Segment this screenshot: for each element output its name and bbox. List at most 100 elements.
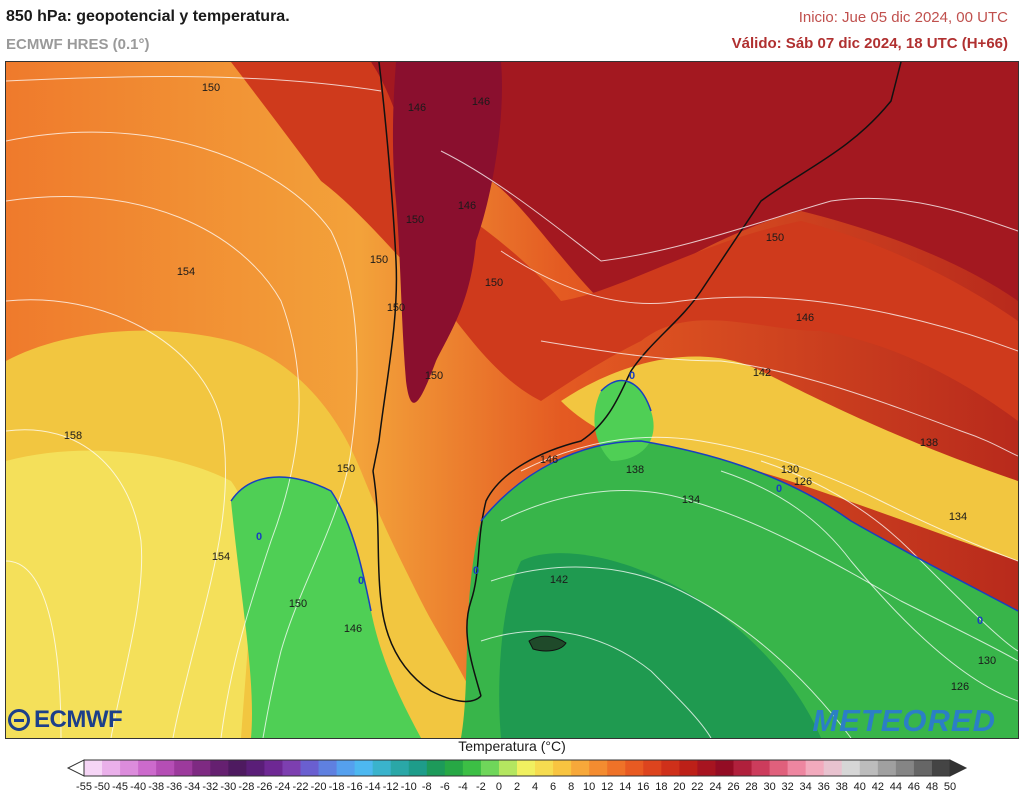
contour-label: 158 <box>64 430 82 442</box>
legend-tick-label: 40 <box>853 781 866 793</box>
legend-tick-label: 44 <box>889 781 902 793</box>
contour-label: 130 <box>978 655 996 667</box>
legend-swatch <box>354 760 374 776</box>
model-label: ECMWF HRES (0.1°) <box>6 36 150 53</box>
legend-tick-label: -34 <box>184 781 201 793</box>
zero-isotherm-label: 0 <box>358 575 364 587</box>
legend-swatch <box>282 760 301 776</box>
legend-tick-label: 16 <box>637 781 650 793</box>
legend-tick-label: -14 <box>364 781 381 793</box>
contour-label: 150 <box>406 214 424 226</box>
legend-tick-label: 6 <box>550 781 557 793</box>
legend-low-arrow <box>66 759 85 777</box>
legend-swatch <box>607 760 626 776</box>
legend-swatch <box>805 760 825 776</box>
legend-tick-label: 28 <box>745 781 758 793</box>
legend-tick-label: -6 <box>439 781 450 793</box>
legend-ticks: -55 -50 -45 -40 -38 -36 -34 -32 -30 -28 -26 -24 -22-… <box>0 781 1024 797</box>
contour-label: 146 <box>458 200 476 212</box>
legend-swatch <box>679 760 698 776</box>
falkland-islands <box>528 635 567 652</box>
legend-tick-label: 50 <box>943 781 957 793</box>
legend-swatch <box>390 760 410 776</box>
map-title: 850 hPa: geopotencial y temperatura. <box>6 8 290 25</box>
legend-swatch <box>480 760 500 776</box>
legend-tick-label: -45 <box>112 781 129 793</box>
legend-swatch <box>264 760 283 776</box>
map-canvas: 150 146 146 154 150 150 146 150 150 150 146 150 142 1… <box>6 62 1018 738</box>
legend-swatch <box>535 760 554 776</box>
contour-label: 150 <box>202 82 220 94</box>
legend-tick-label: -50 <box>94 781 110 793</box>
legend-tick-label: -24 <box>274 781 291 793</box>
zero-isotherm-label: 0 <box>776 483 782 495</box>
legend-swatch <box>895 760 915 776</box>
legend-tick-label: 8 <box>568 781 575 793</box>
legend-swatch <box>228 760 247 776</box>
legend-tick-label: 0 <box>495 781 503 793</box>
contour-label: 150 <box>425 370 443 382</box>
legend-high-arrow <box>949 759 968 777</box>
contour-label: 154 <box>212 551 230 563</box>
legend-swatch <box>138 760 157 776</box>
legend-tick-label: 22 <box>691 781 704 793</box>
legend-swatch <box>408 760 428 776</box>
legend-swatch <box>372 760 392 776</box>
legend-swatch <box>913 760 933 776</box>
temperature-field-dark-red <box>371 62 1018 301</box>
contour-label: 146 <box>408 102 426 114</box>
contour-label: 134 <box>949 511 967 523</box>
legend-tick-label: 2 <box>513 781 521 793</box>
ecmwf-logo-text: ECMWF <box>34 706 123 733</box>
legend-swatch <box>643 760 662 776</box>
zero-isotherm-label: 0 <box>629 370 635 382</box>
legend-tick-label: 48 <box>925 781 939 793</box>
legend-title: Temperatura (°C) <box>458 738 566 754</box>
legend-tick-label: -10 <box>400 781 417 793</box>
cold-air-core <box>499 553 821 738</box>
contour-label: 134 <box>682 494 700 506</box>
legend-swatch <box>300 760 320 776</box>
contour-label: 142 <box>550 574 568 586</box>
contour-label: 130 <box>781 464 799 476</box>
contour-label: 146 <box>540 454 558 466</box>
legend-swatch <box>769 760 789 776</box>
legend-swatch <box>751 760 771 776</box>
legend-tick-label: -55 <box>76 781 92 793</box>
contour-label: 146 <box>344 623 362 635</box>
legend-tick-label: 38 <box>835 781 848 793</box>
legend-swatch <box>859 760 879 776</box>
contour-label: 146 <box>796 312 814 324</box>
zero-isotherm-label: 0 <box>977 615 983 627</box>
legend-tick-label: -18 <box>328 781 345 793</box>
legend-tick-label: -2 <box>476 781 486 793</box>
legend-swatch <box>498 760 518 776</box>
legend-swatch <box>517 760 536 776</box>
weather-map[interactable]: 150 146 146 154 150 150 146 150 150 150 146 150 142 1… <box>5 61 1019 739</box>
legend-tick-label: 36 <box>817 781 830 793</box>
legend-swatch <box>246 760 265 776</box>
contour-label: 142 <box>753 367 771 379</box>
legend-tick-label: -22 <box>292 781 309 793</box>
legend-tick-label: -40 <box>130 781 147 793</box>
ecmwf-logo: ECMWF <box>8 706 123 734</box>
legend-tick-label: 46 <box>907 781 921 793</box>
legend-tick-label: 34 <box>799 781 812 793</box>
legend-tick-label: -12 <box>382 781 399 793</box>
legend-tick-label: -28 <box>238 781 255 793</box>
contour-label: 150 <box>766 232 784 244</box>
legend-swatch <box>156 760 175 776</box>
coast-patagonia <box>372 470 482 703</box>
legend-swatch <box>877 760 897 776</box>
coast-chile-north <box>372 62 398 472</box>
temperature-field-yellow-east <box>561 356 1018 561</box>
legend-swatch <box>192 760 211 776</box>
contour-label: 154 <box>177 266 195 278</box>
contour-label: 126 <box>951 681 969 693</box>
legend-swatch <box>318 760 338 776</box>
legend-swatch <box>661 760 680 776</box>
legend-swatch <box>787 760 807 776</box>
contour-label: 150 <box>289 598 307 610</box>
legend-tick-label: 12 <box>601 781 614 793</box>
legend-swatch <box>931 760 951 776</box>
